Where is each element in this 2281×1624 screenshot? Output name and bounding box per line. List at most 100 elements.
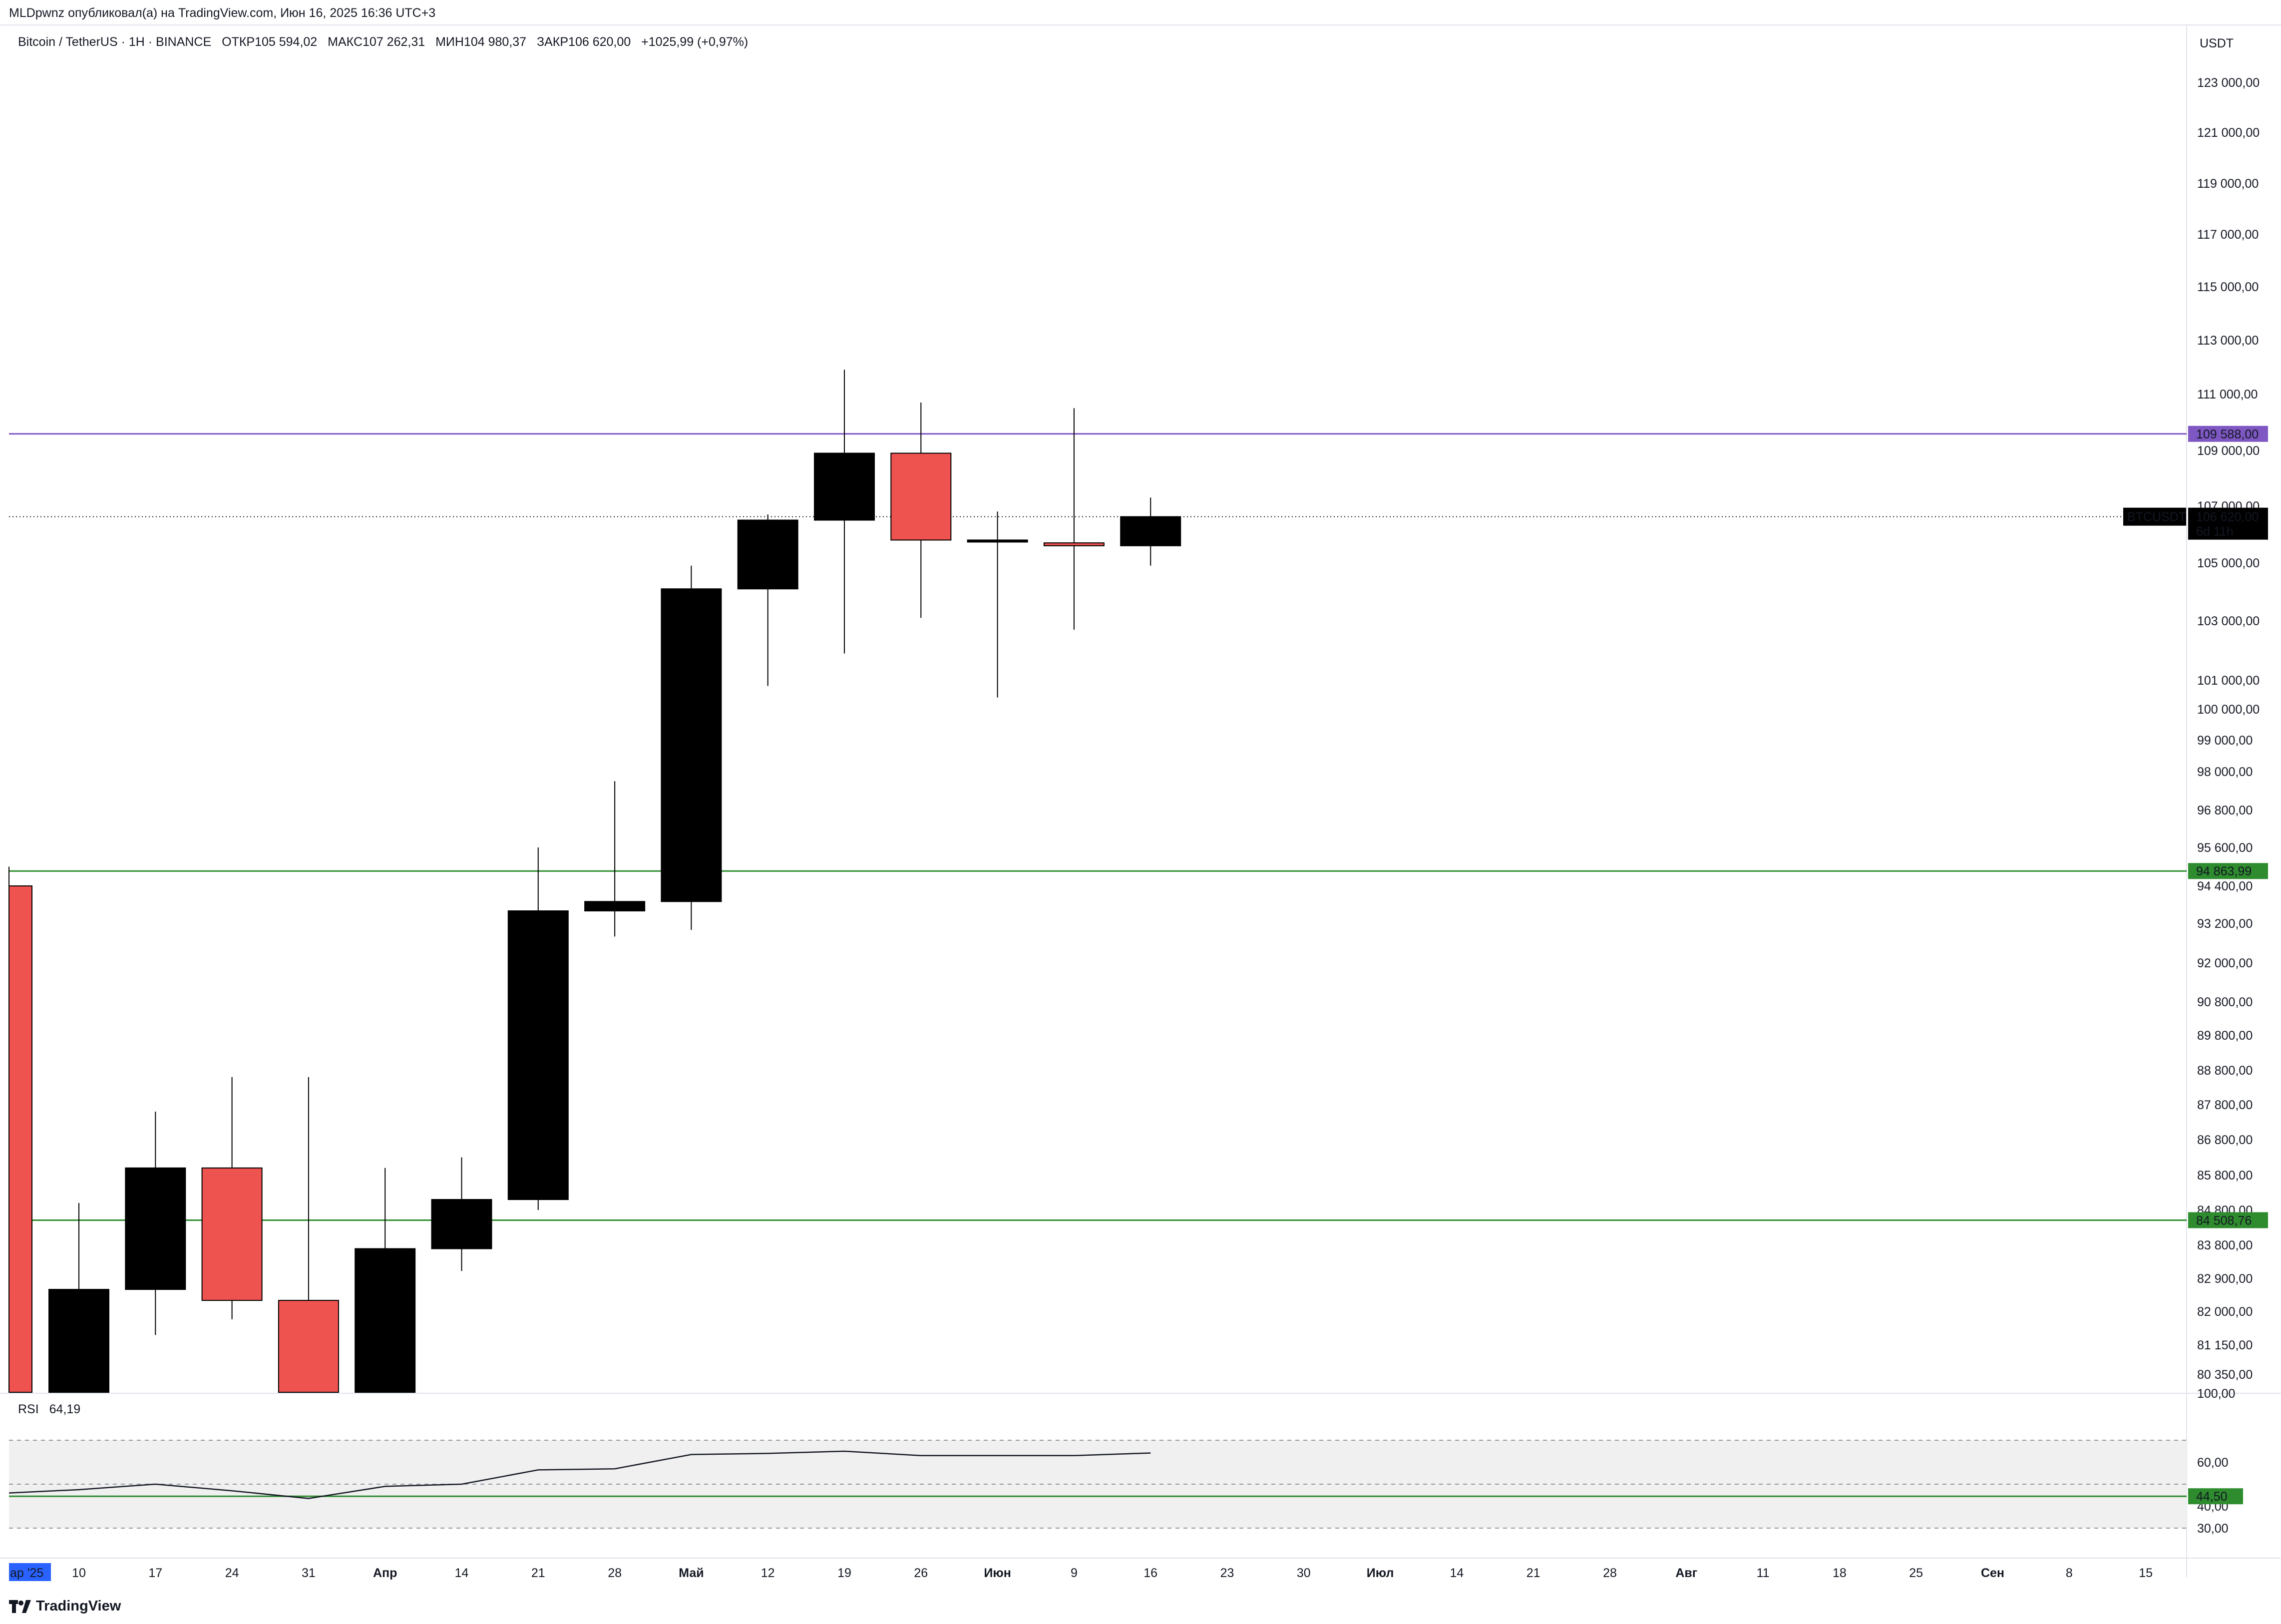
- time-axis-label: 31: [302, 1566, 316, 1580]
- price-axis-tick: 103 000,00: [2197, 614, 2260, 628]
- current-symbol-badge: [2123, 507, 2186, 526]
- price-axis-tick: 100 000,00: [2197, 703, 2260, 717]
- price-axis-tick: 96 800,00: [2197, 804, 2253, 817]
- rsi-legend: RSI 64,19: [18, 1402, 80, 1416]
- price-axis-tick: 117 000,00: [2197, 228, 2259, 242]
- price-axis-tick: 90 800,00: [2197, 995, 2253, 1009]
- time-axis-label: 21: [531, 1566, 545, 1580]
- chart-layers: [8, 370, 2187, 1529]
- candle-down: [8, 885, 32, 1393]
- price-axis-tick: 101 000,00: [2197, 674, 2260, 688]
- time-axis-label: 25: [1909, 1566, 1923, 1580]
- candle-down: [1043, 542, 1105, 546]
- rsi-level-label: 44,50: [2196, 1490, 2228, 1504]
- price-axis-tick: 99 000,00: [2197, 734, 2253, 748]
- price-axis-tick: 94 400,00: [2197, 879, 2253, 893]
- tradingview-logo[interactable]: TradingView: [9, 1598, 121, 1615]
- rsi-axis-tick: 30,00: [2197, 1522, 2229, 1536]
- time-axis-label: 10: [72, 1566, 86, 1580]
- candle-up: [661, 588, 722, 902]
- time-axis-label: 23: [1220, 1566, 1234, 1580]
- candle-up: [431, 1199, 492, 1249]
- legend-symbol: Bitcoin / TetherUS · 1H · BINANCE: [18, 35, 211, 49]
- bar-countdown-label: 6d 11h: [2196, 525, 2234, 539]
- candle-up: [507, 910, 569, 1200]
- time-axis-label: 28: [608, 1566, 622, 1580]
- rsi-axis-tick: 60,00: [2197, 1456, 2229, 1470]
- candle-down: [201, 1167, 263, 1301]
- current-symbol-label: BTCUSDT: [2127, 510, 2186, 524]
- legend-open-label: ОТКР: [222, 35, 255, 49]
- time-axis-label: 17: [148, 1566, 162, 1580]
- rsi-axis-tick: 100,00: [2197, 1387, 2235, 1401]
- price-axis-tick: 85 800,00: [2197, 1169, 2253, 1183]
- current-price-badge: [2188, 507, 2268, 540]
- time-axis-label: 24: [225, 1566, 239, 1580]
- time-axis-label: 16: [1143, 1566, 1157, 1580]
- time-axis-label: 30: [1297, 1566, 1311, 1580]
- price-axis-tick: 119 000,00: [2197, 177, 2259, 191]
- legend-open-value: 105 594,02: [255, 35, 317, 49]
- time-axis-label: 9: [1071, 1566, 1078, 1580]
- time-axis-label: Май: [679, 1566, 704, 1580]
- price-axis-tick: 95 600,00: [2197, 841, 2253, 855]
- time-axis-current-badge: [9, 1563, 51, 1581]
- candle-down: [278, 1300, 339, 1393]
- time-axis-label: 12: [761, 1566, 775, 1580]
- time-axis-label: 28: [1603, 1566, 1617, 1580]
- horizontal-level-label: 84 508,76: [2196, 1214, 2252, 1227]
- tradingview-logo-icon: [9, 1599, 31, 1614]
- price-axis-tick: 88 800,00: [2197, 1064, 2253, 1078]
- time-axis-label: ар '25: [10, 1566, 43, 1580]
- time-axis-label: 26: [914, 1566, 928, 1580]
- price-axis-tick: 80 350,00: [2197, 1368, 2253, 1382]
- price-axis-tick: 98 000,00: [2197, 765, 2253, 779]
- price-axis-tick: 87 800,00: [2197, 1098, 2253, 1112]
- time-axis-label: 15: [2139, 1566, 2153, 1580]
- horizontal-level-label: 109 588,00: [2196, 427, 2259, 441]
- time-axis-label: Авг: [1675, 1566, 1697, 1580]
- time-axis-label: 14: [1450, 1566, 1464, 1580]
- price-axis-tick: 81 150,00: [2197, 1338, 2253, 1352]
- candle-up: [737, 519, 798, 590]
- legend-change: +1025,99 (+0,97%): [641, 35, 748, 49]
- legend-close-label: ЗАКР: [537, 35, 568, 49]
- time-axis-label: 19: [837, 1566, 851, 1580]
- legend-high-label: МАКС: [328, 35, 363, 49]
- publisher-caption: MLDpwnz опубликовал(а) на TradingView.co…: [9, 6, 436, 20]
- rsi-line: [8, 1450, 1151, 1499]
- legend-low-label: МИН: [435, 35, 464, 49]
- time-axis-label: 14: [455, 1566, 469, 1580]
- price-axis-tick: 92 000,00: [2197, 956, 2253, 970]
- candle-up: [355, 1248, 416, 1393]
- rsi-value: 64,19: [49, 1402, 81, 1416]
- price-axis-tick: 113 000,00: [2197, 334, 2259, 348]
- price-axis-tick: 83 800,00: [2197, 1238, 2253, 1252]
- time-axis-label: Апр: [373, 1566, 397, 1580]
- horizontal-level-badge: [2188, 863, 2268, 879]
- price-axis-tick: 93 200,00: [2197, 917, 2253, 931]
- time-axis-label: 11: [1757, 1566, 1770, 1580]
- price-axis-tick: 86 800,00: [2197, 1133, 2253, 1147]
- candle-up: [967, 539, 1028, 543]
- candle-up: [584, 901, 646, 911]
- candle-up: [48, 1289, 109, 1393]
- price-axis-tick: 82 000,00: [2197, 1305, 2253, 1319]
- candle-up: [814, 452, 875, 521]
- rsi-level-badge: [2188, 1488, 2243, 1505]
- price-axis-tick: 123 000,00: [2197, 76, 2260, 90]
- time-axis-label: Сен: [1981, 1566, 2004, 1580]
- price-axis-tick: 121 000,00: [2197, 126, 2260, 140]
- price-axis-tick: 89 800,00: [2197, 1029, 2253, 1043]
- price-axis-tick: 82 900,00: [2197, 1272, 2253, 1286]
- price-axis-currency[interactable]: USDT: [2200, 36, 2234, 50]
- rsi-label: RSI: [18, 1402, 39, 1416]
- current-price-label: 106 620,00: [2196, 510, 2259, 524]
- tradingview-logo-text: TradingView: [36, 1598, 121, 1614]
- price-axis-tick: 109 000,00: [2197, 444, 2260, 458]
- candle-down: [890, 452, 952, 541]
- price-axis-tick: 115 000,00: [2197, 280, 2259, 294]
- price-axis-tick: 105 000,00: [2197, 556, 2260, 570]
- time-axis-label: 18: [1833, 1566, 1847, 1580]
